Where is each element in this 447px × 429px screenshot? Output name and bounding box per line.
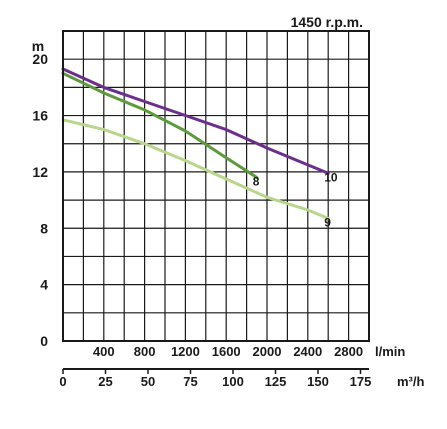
x-tick-label-m3h: 75 — [183, 374, 197, 389]
y-ticks: 0 4 8 12 16 20 — [32, 51, 48, 349]
x-ticks-lmin: 400 800 1200 1600 2000 2400 2800 — [93, 344, 363, 359]
x-tick-label-lmin: 800 — [134, 344, 156, 359]
series-line-10 — [61, 67, 330, 175]
y-tick-label: 16 — [32, 108, 48, 124]
x-tick-label-m3h: 175 — [350, 374, 372, 389]
series-label-10: 10 — [324, 170, 338, 184]
x-tick-label-m3h: 50 — [141, 374, 155, 389]
y-tick-label: 4 — [40, 277, 48, 293]
y-tick-label: 20 — [32, 51, 48, 67]
x-tick-label-m3h: 0 — [59, 374, 66, 389]
series-line-9 — [61, 118, 330, 220]
x-tick-label-m3h: 25 — [98, 374, 112, 389]
x-tick-label-lmin: 1600 — [212, 344, 241, 359]
x-unit-m3h: m³/h — [397, 374, 425, 389]
series-line-8 — [61, 71, 259, 179]
x-tick-label-lmin: 2000 — [253, 344, 282, 359]
x-tick-label-m3h: 125 — [265, 374, 287, 389]
x-ticks-m3h: 0 25 50 75 100 125 150 175 — [59, 369, 371, 389]
series-lines: 8 9 10 — [61, 67, 338, 229]
x-tick-label-lmin: 1200 — [171, 344, 200, 359]
x-tick-label-lmin: 2400 — [293, 344, 322, 359]
x-tick-label-lmin: 400 — [93, 344, 115, 359]
x-tick-label-m3h: 150 — [307, 374, 329, 389]
y-axis-label: m — [32, 38, 44, 54]
x-tick-label-lmin: 2800 — [334, 344, 363, 359]
x-unit-lmin: l/min — [375, 344, 405, 359]
y-tick-label: 8 — [40, 220, 48, 236]
grid — [63, 31, 369, 341]
y-tick-label: 12 — [32, 164, 48, 180]
chart-title: 1450 r.p.m. — [291, 14, 363, 30]
y-tick-label: 0 — [40, 333, 48, 349]
series-label-8: 8 — [253, 175, 260, 189]
series-label-9: 9 — [324, 215, 331, 229]
plot-frame — [62, 30, 370, 342]
x-tick-label-m3h: 100 — [222, 374, 244, 389]
